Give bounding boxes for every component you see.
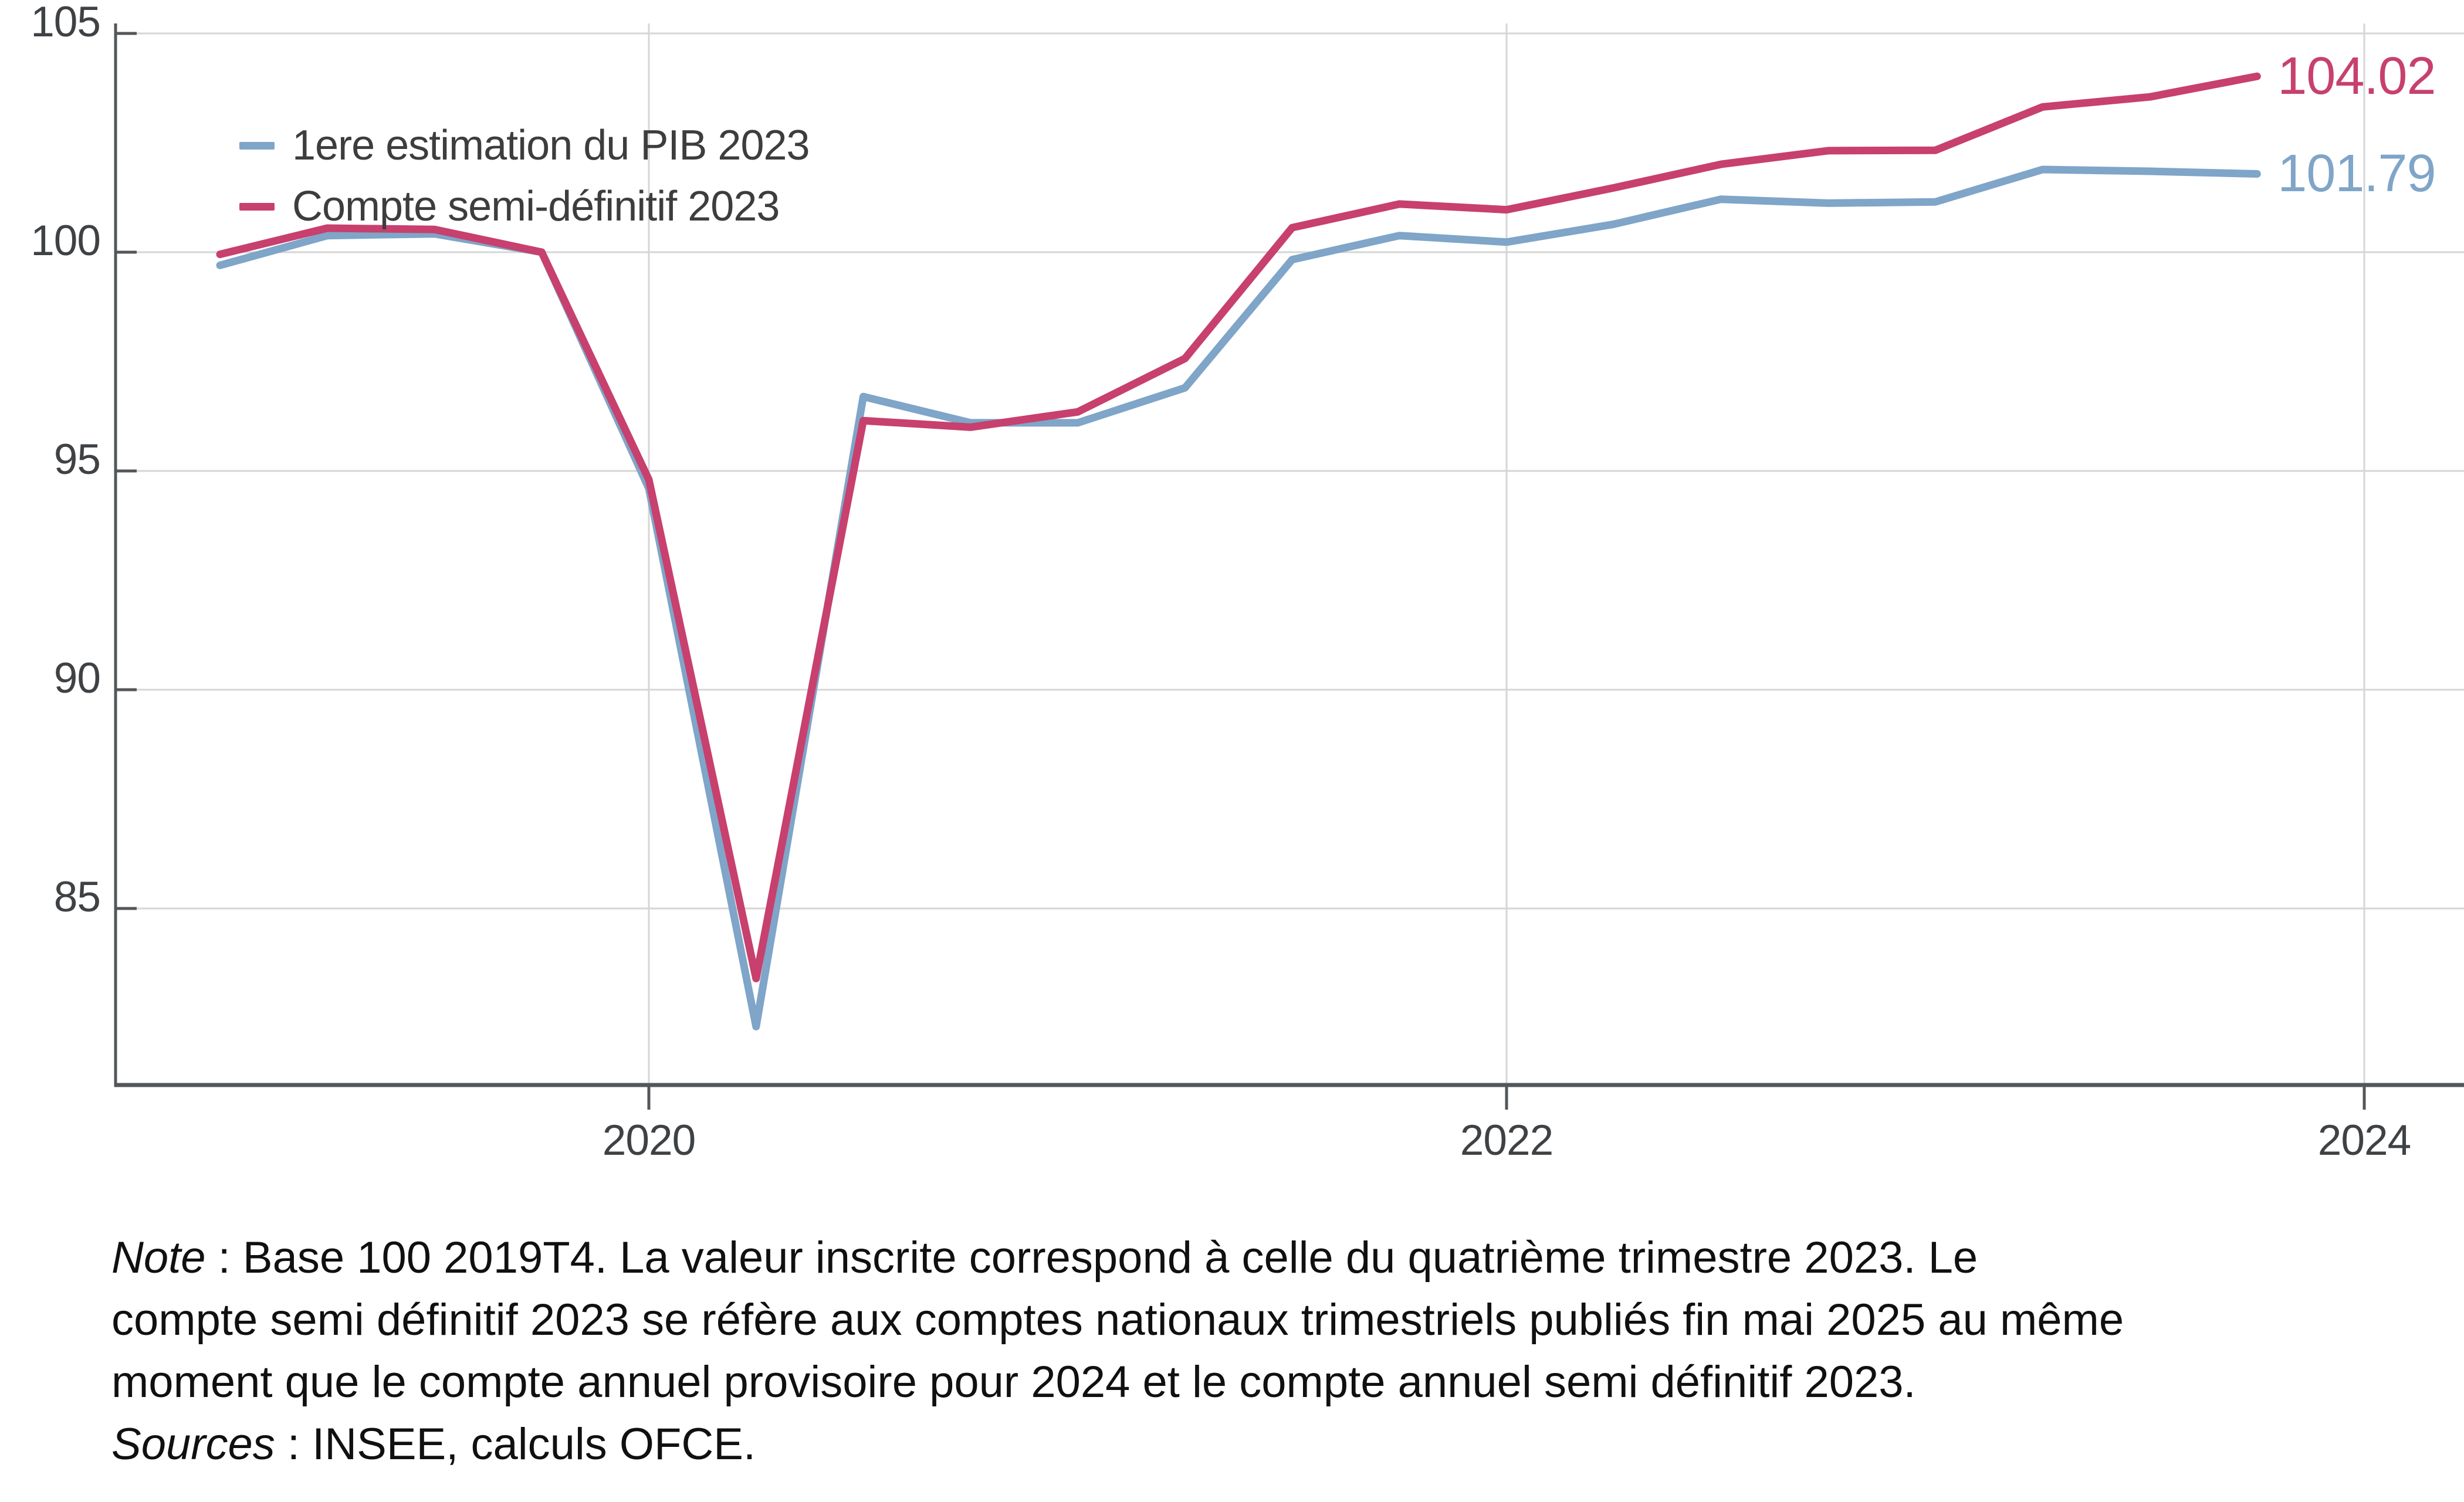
series-end-value-first-estimate: 101.79: [2277, 144, 2436, 203]
note-line-2: compte semi définitif 2023 se réfère aux…: [111, 1295, 2124, 1345]
series-end-value-semi-definitive: 104.02: [2277, 47, 2436, 106]
legend-label: Compte semi-définitif 2023: [292, 183, 780, 230]
x-tick-label-2022: 2022: [1460, 1117, 1553, 1164]
legend-swatch-pink: [239, 202, 275, 211]
y-tick-label-95: 95: [53, 436, 101, 483]
note-label: Note: [111, 1233, 206, 1283]
legend-item-semi-definitive: Compte semi-définitif 2023: [239, 176, 810, 237]
y-tick-label-85: 85: [53, 873, 101, 921]
line-chart: 105 100 95 90 85 2020 2022 2024 1ere estimatio…: [31, 0, 2464, 1164]
note-line-3: moment que le compte annuel provisoire p…: [111, 1357, 1916, 1407]
series-line-1: [216, 72, 2261, 982]
note-block: Note : Base 100 2019T4. La valeur inscri…: [111, 1227, 2464, 1476]
x-tick-label-2020: 2020: [602, 1117, 696, 1164]
sources-line: Sources : INSEE, calculs OFCE.: [111, 1413, 2464, 1476]
note-text: : Base 100 2019T4. La valeur inscrite co…: [205, 1233, 1978, 1283]
sources-text: : INSEE, calculs OFCE.: [275, 1419, 756, 1469]
legend-item-first-estimate: 1ere estimation du PIB 2023: [239, 115, 810, 176]
sources-label: Sources: [111, 1419, 275, 1469]
y-tick-label-100: 100: [31, 217, 101, 265]
plot-area: [114, 23, 2464, 1110]
y-tick-label-90: 90: [53, 655, 101, 702]
legend-swatch-blue: [239, 141, 275, 150]
y-tick-label-105: 105: [31, 0, 101, 46]
legend: 1ere estimation du PIB 2023 Compte semi-…: [239, 115, 810, 237]
x-tick-label-2024: 2024: [2317, 1117, 2411, 1164]
note-line-1: Note : Base 100 2019T4. La valeur inscri…: [111, 1227, 2464, 1289]
legend-label: 1ere estimation du PIB 2023: [292, 122, 810, 169]
